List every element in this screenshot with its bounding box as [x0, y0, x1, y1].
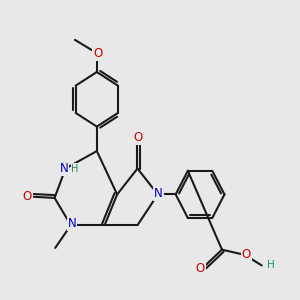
Text: H: H [71, 164, 79, 173]
Text: N: N [60, 162, 68, 175]
Text: O: O [242, 248, 251, 261]
Text: O: O [22, 190, 32, 203]
Text: O: O [195, 262, 205, 275]
Text: N: N [154, 187, 163, 200]
Text: O: O [93, 46, 102, 60]
Text: O: O [134, 131, 143, 144]
Text: O: O [93, 46, 102, 60]
Text: H: H [267, 260, 274, 270]
Text: N: N [68, 217, 76, 230]
